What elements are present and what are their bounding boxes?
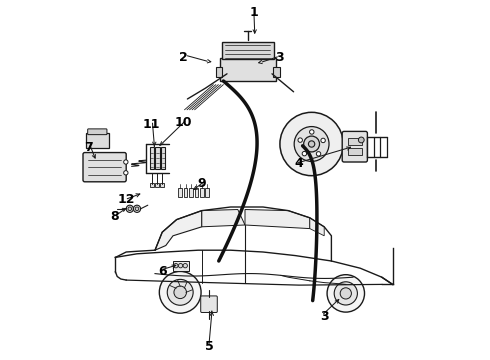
Circle shape bbox=[321, 138, 325, 143]
Circle shape bbox=[126, 205, 133, 212]
Circle shape bbox=[167, 279, 193, 305]
Bar bbox=[150, 183, 153, 187]
Text: 11: 11 bbox=[143, 118, 160, 131]
Text: 2: 2 bbox=[179, 51, 188, 64]
FancyBboxPatch shape bbox=[221, 42, 274, 59]
Circle shape bbox=[327, 275, 365, 312]
Circle shape bbox=[358, 137, 364, 143]
Circle shape bbox=[317, 152, 321, 156]
Bar bbox=[195, 188, 198, 197]
Text: 4: 4 bbox=[294, 157, 303, 170]
Bar bbox=[347, 148, 362, 155]
Bar bbox=[160, 183, 164, 187]
Text: 5: 5 bbox=[205, 340, 213, 353]
Circle shape bbox=[123, 160, 128, 164]
Circle shape bbox=[294, 127, 329, 161]
Polygon shape bbox=[155, 211, 202, 250]
Circle shape bbox=[174, 264, 178, 268]
Circle shape bbox=[133, 205, 141, 212]
Bar bbox=[205, 188, 209, 197]
Bar bbox=[347, 138, 362, 145]
FancyBboxPatch shape bbox=[220, 58, 275, 81]
Circle shape bbox=[308, 141, 315, 147]
Text: 6: 6 bbox=[158, 265, 167, 278]
Text: 1: 1 bbox=[249, 6, 258, 19]
Bar bbox=[216, 67, 222, 77]
Circle shape bbox=[302, 152, 307, 156]
Bar bbox=[178, 188, 182, 197]
Circle shape bbox=[340, 288, 351, 299]
FancyBboxPatch shape bbox=[86, 133, 109, 148]
Circle shape bbox=[135, 207, 139, 211]
Circle shape bbox=[298, 138, 302, 142]
Polygon shape bbox=[202, 210, 245, 227]
Bar bbox=[200, 188, 204, 197]
FancyBboxPatch shape bbox=[342, 131, 368, 162]
Text: 10: 10 bbox=[175, 116, 193, 129]
Text: 7: 7 bbox=[84, 141, 93, 154]
Text: 12: 12 bbox=[118, 193, 135, 206]
Circle shape bbox=[178, 264, 183, 268]
Polygon shape bbox=[245, 210, 310, 229]
Polygon shape bbox=[310, 218, 324, 236]
Circle shape bbox=[159, 271, 201, 313]
FancyBboxPatch shape bbox=[88, 129, 107, 135]
Bar bbox=[161, 147, 166, 169]
FancyBboxPatch shape bbox=[201, 296, 217, 312]
Bar bbox=[149, 147, 154, 169]
Text: 8: 8 bbox=[110, 210, 119, 222]
Circle shape bbox=[174, 286, 187, 298]
Text: 3: 3 bbox=[320, 310, 328, 323]
Circle shape bbox=[123, 171, 128, 175]
Text: 3: 3 bbox=[275, 51, 284, 64]
Circle shape bbox=[310, 130, 314, 134]
Circle shape bbox=[280, 112, 343, 176]
Bar bbox=[189, 188, 193, 197]
Circle shape bbox=[183, 264, 187, 268]
Text: 9: 9 bbox=[197, 177, 206, 190]
Bar bbox=[273, 67, 280, 77]
Circle shape bbox=[128, 207, 132, 211]
Circle shape bbox=[304, 136, 319, 152]
Bar bbox=[184, 188, 187, 197]
Bar bbox=[155, 183, 159, 187]
Bar bbox=[173, 261, 189, 271]
Bar bbox=[155, 147, 160, 169]
Circle shape bbox=[334, 282, 357, 305]
FancyBboxPatch shape bbox=[83, 153, 126, 182]
